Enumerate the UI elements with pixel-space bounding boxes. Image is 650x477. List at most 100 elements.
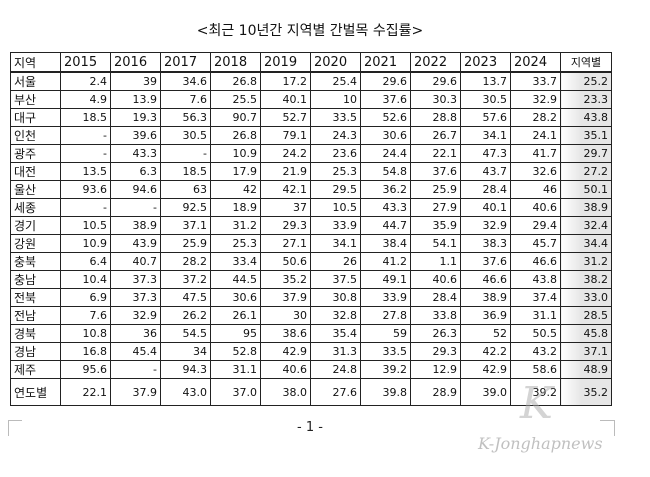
value-cell: 17.9 xyxy=(210,162,261,181)
value-cell: 79.1 xyxy=(260,126,311,145)
value-cell: 17.2 xyxy=(260,71,311,91)
column-header: 2015 xyxy=(60,52,111,73)
value-cell: 42.2 xyxy=(460,342,511,361)
corner-mark xyxy=(614,420,615,436)
value-cell: 2.4 xyxy=(60,71,111,91)
table-row: 경남 16.8 45.4 34 52.8 42.9 31.3 33.5 29.3 42.2 43.2… xyxy=(10,342,612,361)
value-cell: 39.2 xyxy=(510,378,561,406)
value-cell: 47.5 xyxy=(160,288,211,307)
table-row: 강원 10.9 43.9 25.9 25.3 27.1 34.1 38.4 54.1 38.3 45… xyxy=(10,234,612,253)
value-cell: 52.6 xyxy=(360,108,411,127)
value-cell: 37.2 xyxy=(160,270,211,289)
column-header: 2018 xyxy=(210,52,261,73)
value-cell: 10.4 xyxy=(60,270,111,289)
region-cell: 세종 xyxy=(10,198,61,217)
value-cell: 44.5 xyxy=(210,270,261,289)
value-cell: 48.9 xyxy=(560,360,612,379)
region-cell: 충남 xyxy=(10,270,61,289)
value-cell: 1.1 xyxy=(410,252,461,271)
table-row: 광주 -43.3-10.9 24.2 23.6 24.4 22.1 47.3 41.7 29.7 xyxy=(10,144,612,163)
value-cell: 28.2 xyxy=(510,108,561,127)
value-cell: 58.6 xyxy=(510,360,561,379)
table-row: 인천 -39.6 30.5 26.8 79.1 24.3 30.6 26.7 34.1 24.1 3… xyxy=(10,126,612,145)
value-cell: 25.4 xyxy=(310,71,361,91)
value-cell: 29.6 xyxy=(410,71,461,91)
value-cell: 26.8 xyxy=(210,126,261,145)
value-cell: 19.3 xyxy=(110,108,161,127)
value-cell: 26.8 xyxy=(210,71,261,91)
value-cell: 93.6 xyxy=(60,180,111,199)
value-cell: 27.8 xyxy=(360,306,411,325)
value-cell: 33.5 xyxy=(310,108,361,127)
value-cell: 25.5 xyxy=(210,90,261,109)
value-cell: 28.2 xyxy=(160,252,211,271)
value-cell: 54.5 xyxy=(160,324,211,343)
value-cell: 40.7 xyxy=(110,252,161,271)
value-cell: 45.4 xyxy=(110,342,161,361)
column-header: 2019 xyxy=(260,52,311,73)
value-cell: 36.9 xyxy=(460,306,511,325)
value-cell: 26.7 xyxy=(410,126,461,145)
value-cell: 25.3 xyxy=(310,162,361,181)
value-cell: 35.2 xyxy=(260,270,311,289)
value-cell: 26.3 xyxy=(410,324,461,343)
value-cell: 33.9 xyxy=(360,288,411,307)
value-cell: 38.9 xyxy=(460,288,511,307)
value-cell: - xyxy=(60,126,111,145)
value-cell: 30.8 xyxy=(310,288,361,307)
watermark: K-Jonghapnews xyxy=(478,434,603,453)
value-cell: 32.9 xyxy=(510,90,561,109)
value-cell: 33.7 xyxy=(510,71,561,91)
value-cell: 54.8 xyxy=(360,162,411,181)
value-cell: 34.6 xyxy=(160,71,211,91)
value-cell: 33.5 xyxy=(360,342,411,361)
value-cell: 50.6 xyxy=(260,252,311,271)
value-cell: 31.2 xyxy=(560,252,612,271)
column-header: 2016 xyxy=(110,52,161,73)
value-cell: 42.9 xyxy=(260,342,311,361)
value-cell: 37.0 xyxy=(210,378,261,406)
value-cell: 43.0 xyxy=(160,378,211,406)
value-cell: 33.0 xyxy=(560,288,612,307)
column-header: 2024 xyxy=(510,52,561,73)
region-cell: 서울 xyxy=(10,71,61,91)
value-cell: 7.6 xyxy=(60,306,111,325)
value-cell: 28.9 xyxy=(410,378,461,406)
value-cell: 38.9 xyxy=(560,198,612,217)
value-cell: 30.6 xyxy=(210,288,261,307)
value-cell: 43.2 xyxy=(510,342,561,361)
value-cell: 12.9 xyxy=(410,360,461,379)
value-cell: 36 xyxy=(110,324,161,343)
value-cell: 37.6 xyxy=(360,90,411,109)
value-cell: 7.6 xyxy=(160,90,211,109)
value-cell: 43.8 xyxy=(510,270,561,289)
value-cell: 25.2 xyxy=(560,71,612,91)
value-cell: 57.6 xyxy=(460,108,511,127)
region-cell: 경남 xyxy=(10,342,61,361)
value-cell: 34 xyxy=(160,342,211,361)
value-cell: 52 xyxy=(460,324,511,343)
value-cell: 27.9 xyxy=(410,198,461,217)
value-cell: 95.6 xyxy=(60,360,111,379)
region-cell: 울산 xyxy=(10,180,61,199)
value-cell: 39.2 xyxy=(360,360,411,379)
column-header: 2022 xyxy=(410,52,461,73)
value-cell: 54.1 xyxy=(410,234,461,253)
region-cell: 충북 xyxy=(10,252,61,271)
value-cell: 30.3 xyxy=(410,90,461,109)
value-cell: 34.4 xyxy=(560,234,612,253)
value-cell: 40.1 xyxy=(260,90,311,109)
value-cell: 44.7 xyxy=(360,216,411,235)
value-cell: 24.4 xyxy=(360,144,411,163)
value-cell: 18.9 xyxy=(210,198,261,217)
table-row: 제주 95.6-94.3 31.1 40.6 24.8 39.2 12.9 42.9 58.6 4… xyxy=(10,360,612,379)
value-cell: 18.5 xyxy=(60,108,111,127)
value-cell: 34.1 xyxy=(310,234,361,253)
value-cell: 29.7 xyxy=(560,144,612,163)
value-cell: 94.3 xyxy=(160,360,211,379)
value-cell: 10.5 xyxy=(310,198,361,217)
value-cell: 45.8 xyxy=(560,324,612,343)
table-row: 세종 - -92.5 18.9 37 10.5 43.3 27.9 40.1 40.6 38.9 xyxy=(10,198,612,217)
value-cell: 10 xyxy=(310,90,361,109)
table-row: 전북 6.9 37.3 47.5 30.6 37.9 30.8 33.9 28.4 38.9 37.… xyxy=(10,288,612,307)
